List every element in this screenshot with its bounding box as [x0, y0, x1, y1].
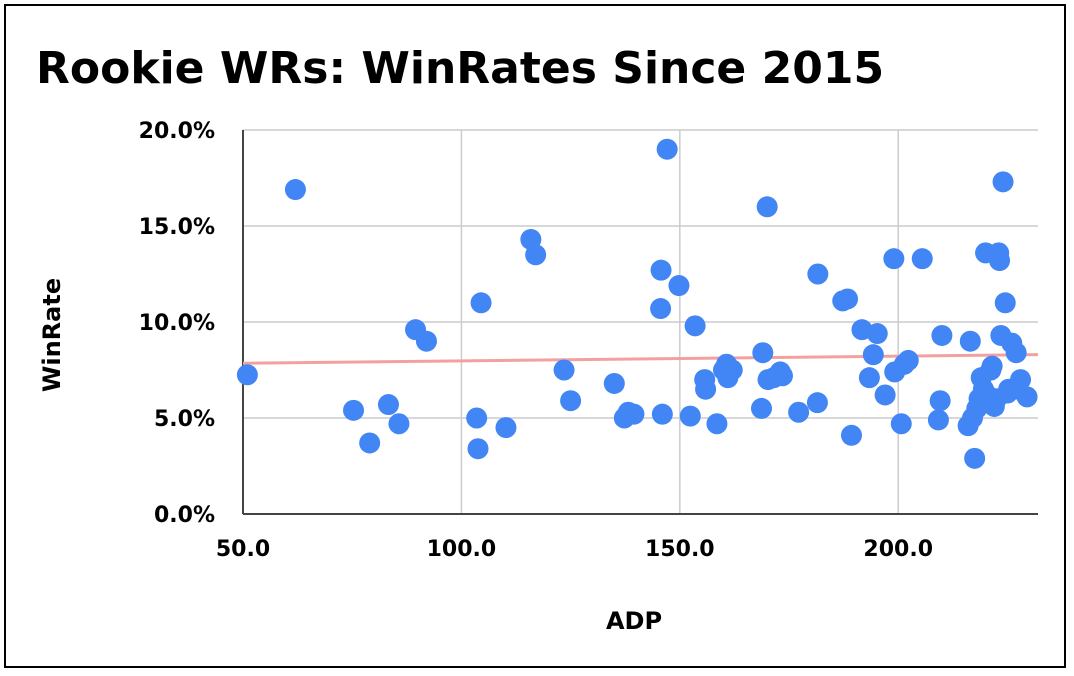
- x-axis-title: ADP: [606, 607, 662, 635]
- x-tick-label: 100.0: [427, 537, 497, 562]
- data-point: [466, 407, 488, 429]
- y-tick-label: 5.0%: [154, 407, 215, 432]
- x-tick-label: 200.0: [863, 537, 933, 562]
- data-point: [874, 384, 896, 406]
- data-point: [1016, 386, 1038, 408]
- data-point: [931, 324, 953, 346]
- axes: [242, 130, 1038, 515]
- data-point: [1005, 342, 1027, 364]
- data-point: [603, 372, 625, 394]
- data-point: [890, 413, 912, 435]
- data-point: [927, 409, 949, 431]
- data-point: [1010, 369, 1032, 391]
- data-point: [858, 367, 880, 389]
- y-tick-label: 20.0%: [139, 119, 215, 144]
- data-point: [656, 138, 678, 160]
- chart-title: Rookie WRs: WinRates Since 2015: [36, 43, 884, 94]
- data-point: [992, 171, 1014, 193]
- data-point: [525, 244, 547, 266]
- data-point: [929, 390, 951, 412]
- y-tick-label: 10.0%: [139, 311, 215, 336]
- data-point: [989, 250, 1011, 272]
- x-tick-label: 150.0: [645, 537, 715, 562]
- data-point: [467, 438, 489, 460]
- data-point: [837, 288, 859, 310]
- data-point: [388, 413, 410, 435]
- data-point: [706, 413, 728, 435]
- grid: [243, 129, 1038, 514]
- data-point: [964, 447, 986, 469]
- data-point: [560, 390, 582, 412]
- y-axis-title: WinRate: [38, 278, 66, 392]
- data-point: [377, 394, 399, 416]
- data-point: [981, 355, 1003, 377]
- data-point: [862, 344, 884, 366]
- data-point: [897, 349, 919, 371]
- x-tick-label: 50.0: [216, 537, 270, 562]
- chart-frame: [4, 4, 1066, 668]
- data-point: [650, 259, 672, 281]
- data-point: [866, 323, 888, 345]
- data-point: [840, 424, 862, 446]
- data-point: [415, 330, 437, 352]
- data-point: [959, 330, 981, 352]
- data-point: [359, 432, 381, 454]
- x-tick-labels: 50.0 100.0 150.0 200.0: [216, 537, 933, 562]
- data-point: [756, 196, 778, 218]
- data-point: [650, 298, 672, 320]
- data-point: [911, 248, 933, 270]
- data-point: [553, 359, 575, 381]
- y-tick-label: 15.0%: [139, 215, 215, 240]
- data-point: [679, 405, 701, 427]
- data-point: [343, 399, 365, 421]
- data-point: [806, 392, 828, 414]
- data-point: [994, 292, 1016, 314]
- data-point: [752, 342, 774, 364]
- data-point: [651, 403, 673, 425]
- trendline-group: [242, 353, 1039, 365]
- data-point: [668, 275, 690, 297]
- y-tick-label: 0.0%: [154, 503, 215, 528]
- data-point: [771, 365, 793, 387]
- data-point: [695, 378, 717, 400]
- data-point: [788, 401, 810, 423]
- trendline: [242, 353, 1039, 365]
- data-point: [807, 263, 829, 285]
- data-point: [721, 359, 743, 381]
- y-tick-labels: 0.0% 5.0% 10.0% 15.0% 20.0%: [139, 119, 215, 528]
- data-point: [684, 315, 706, 337]
- data-point: [236, 364, 258, 386]
- data-point: [883, 248, 905, 270]
- data-points: [236, 138, 1038, 469]
- data-point: [470, 292, 492, 314]
- data-point: [623, 403, 645, 425]
- data-point: [284, 179, 306, 201]
- data-point: [495, 417, 517, 439]
- data-point: [750, 397, 772, 419]
